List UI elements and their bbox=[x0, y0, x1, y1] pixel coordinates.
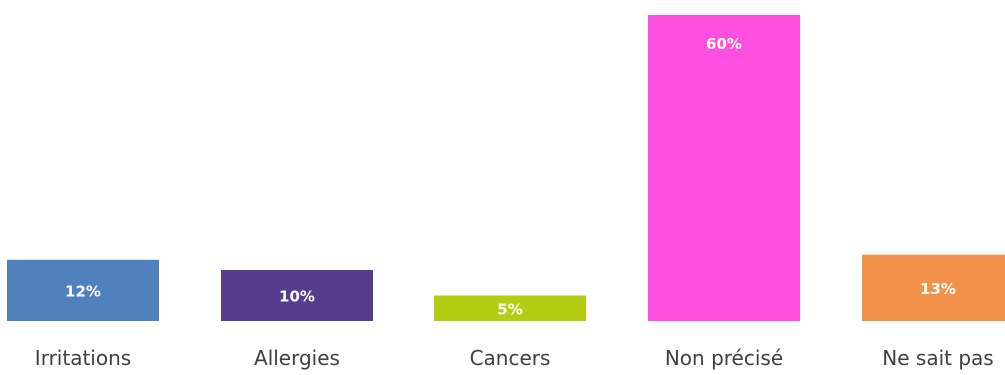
category-label-2: Cancers bbox=[470, 346, 551, 370]
value-label-1: 10% bbox=[279, 288, 315, 306]
category-labels-group: Irritations Allergies Cancers Non précisé Ne… bbox=[35, 346, 994, 370]
value-label-2: 5% bbox=[497, 300, 522, 318]
bars-group bbox=[7, 15, 1005, 321]
category-label-4: Ne sait pas bbox=[882, 346, 993, 370]
value-label-4: 13% bbox=[920, 280, 956, 298]
category-label-1: Allergies bbox=[254, 346, 340, 370]
bar-4 bbox=[862, 254, 1005, 321]
value-label-0: 12% bbox=[65, 282, 101, 300]
category-label-3: Non précisé bbox=[665, 346, 783, 370]
bar-1 bbox=[221, 270, 373, 321]
value-labels-group: 12% 10% 5% 60% 13% bbox=[65, 35, 956, 318]
category-label-0: Irritations bbox=[35, 346, 131, 370]
bar-3 bbox=[648, 15, 800, 321]
bar-2 bbox=[434, 295, 586, 321]
bar-0 bbox=[7, 259, 159, 321]
value-label-3: 60% bbox=[706, 35, 742, 53]
